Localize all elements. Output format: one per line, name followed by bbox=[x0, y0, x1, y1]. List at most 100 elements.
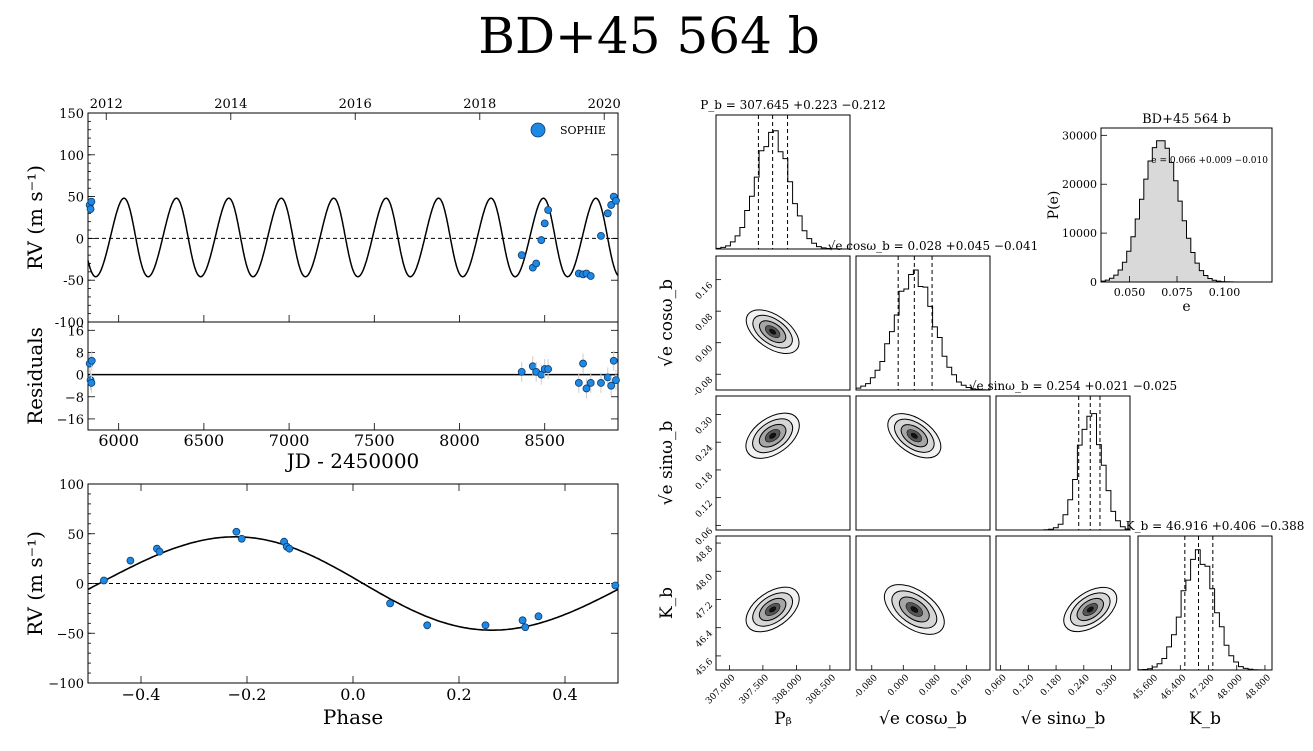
rv-ylabel: RV (m s⁻¹) bbox=[23, 165, 47, 270]
ecc-xtick-label: 0.050 bbox=[1114, 286, 1146, 299]
phased-rv-panel: −100 −50 0 50 100 −0.4 −0.2 0.0 0.2 0.4 RV (m s⁻¹)… bbox=[23, 478, 620, 729]
rv-ytick-label: -50 bbox=[63, 274, 84, 289]
phase-xtick-label: −0.4 bbox=[122, 685, 161, 704]
phase-xtick-label: −0.2 bbox=[228, 685, 267, 704]
rv-ytick-label: 150 bbox=[59, 107, 84, 122]
corner-ytick-label: 0.24 bbox=[694, 443, 715, 464]
corner-xtick-label: 48.000 bbox=[1216, 673, 1246, 703]
corner-2d-frame bbox=[715, 395, 851, 531]
phase-ytick-label: −50 bbox=[57, 627, 84, 642]
corner-title-K_b: K_b = 46.916 +0.406 −0.388 bbox=[1126, 519, 1305, 533]
resid-data-point bbox=[597, 379, 605, 387]
resid-xtick-label: 7000 bbox=[269, 431, 310, 450]
phase-data-point bbox=[386, 599, 395, 608]
corner-xlabel-sqrt_e_cos_w: √e cosω_b bbox=[879, 709, 967, 729]
phase-data-point bbox=[155, 547, 164, 556]
phase-data-point bbox=[285, 544, 294, 553]
corner-contour-level bbox=[769, 606, 777, 613]
corner-plot: P_b = 307.645 +0.223 −0.212 √e cosω_b = 0… bbox=[657, 98, 1304, 729]
phase-data-point bbox=[521, 623, 530, 632]
phase-ylabel: RV (m s⁻¹) bbox=[23, 531, 47, 636]
corner-xtick-label: 0.240 bbox=[1067, 673, 1092, 698]
corner-title-sqrt_e_sin_w: √e sinω_b = 0.254 +0.021 −0.025 bbox=[969, 379, 1177, 393]
rv-data-point bbox=[532, 259, 541, 268]
rv-data-point bbox=[597, 231, 605, 240]
ecc-axes-frame bbox=[1100, 127, 1273, 283]
rv-data-point bbox=[603, 209, 612, 218]
resid-data-point bbox=[579, 359, 587, 368]
corner-xtick-label: 0.160 bbox=[949, 673, 974, 698]
rv-ytick-label: -100 bbox=[55, 316, 84, 331]
corner-histogram-sqrt_e_sin_w bbox=[996, 413, 1131, 531]
legend-marker bbox=[530, 122, 546, 138]
resid-xtick-label: 8500 bbox=[524, 431, 565, 450]
rv-model-curve bbox=[87, 197, 619, 278]
rv-top-year-label: 2016 bbox=[339, 97, 372, 112]
corner-ytick-label: 45.6 bbox=[694, 657, 715, 678]
phase-data-point bbox=[237, 534, 246, 543]
resid-data-point bbox=[586, 379, 595, 387]
phase-model-curve bbox=[87, 536, 619, 631]
legend-label: SOPHIE bbox=[560, 124, 606, 137]
rv-top-year-label: 2020 bbox=[588, 97, 621, 112]
phase-data-point bbox=[232, 527, 241, 536]
corner-2d-frame bbox=[855, 395, 991, 531]
corner-xtick-label: 308.500 bbox=[805, 673, 839, 707]
rv-ytick-label: 100 bbox=[59, 149, 84, 164]
corner-histogram-K_b bbox=[1137, 549, 1272, 671]
rv-top-year-label: 2014 bbox=[214, 97, 247, 112]
resid-ytick-label: 8 bbox=[76, 346, 84, 361]
corner-xtick-label: 45.600 bbox=[1131, 673, 1161, 703]
corner-xtick-label: 0.180 bbox=[1039, 673, 1064, 698]
rv-data-point bbox=[586, 272, 595, 280]
resid-data-point bbox=[612, 376, 620, 385]
phase-data-point bbox=[423, 621, 432, 630]
corner-xtick-label: 0.060 bbox=[983, 673, 1008, 698]
corner-contour-level bbox=[1086, 606, 1094, 613]
corner-xtick-label: 0.120 bbox=[1011, 673, 1036, 698]
corner-ylabel-sqrt_e_sin_w: √e sinω_b bbox=[657, 421, 677, 506]
resid-ytick-label: −8 bbox=[65, 391, 84, 406]
rv-data-point bbox=[87, 197, 96, 206]
corner-ylabel-K_b: K_b bbox=[657, 587, 677, 619]
corner-xlabel-sqrt_e_sin_w: √e sinω_b bbox=[1021, 709, 1106, 729]
rv-data-point bbox=[612, 196, 620, 205]
resid-xlabel: JD - 2450000 bbox=[285, 449, 420, 473]
rv-data-point bbox=[86, 205, 95, 214]
ecc-title: BD+45 564 b bbox=[1142, 112, 1231, 127]
resid-xtick-label: 8000 bbox=[439, 431, 480, 450]
resid-data-point bbox=[87, 379, 96, 387]
corner-xtick-label: 307.500 bbox=[738, 673, 772, 707]
resid-data-point bbox=[574, 379, 583, 387]
corner-ytick-label: 0.08 bbox=[694, 312, 715, 333]
corner-2d-frame bbox=[715, 535, 851, 671]
corner-xtick-label: -0.080 bbox=[852, 673, 880, 701]
rv-time-series-panel: -100 -50 0 50 100 150 2012 2014 2016 2018 2020 SOPH… bbox=[23, 97, 621, 331]
ecc-xtick-label: 0.100 bbox=[1209, 286, 1241, 299]
resid-ytick-label: 16 bbox=[67, 324, 84, 339]
resid-ylabel: Residuals bbox=[23, 327, 47, 425]
phase-xtick-label: 0.0 bbox=[340, 685, 365, 704]
corner-ytick-label: 0.06 bbox=[694, 526, 715, 547]
ecc-ytick-label: 0 bbox=[1090, 276, 1097, 289]
resid-ytick-label: 0 bbox=[76, 369, 84, 384]
ecc-ytick-label: 10000 bbox=[1062, 227, 1097, 240]
corner-xtick-label: 0.000 bbox=[886, 673, 911, 698]
corner-ytick-label: 0.12 bbox=[694, 499, 715, 520]
phase-ytick-label: 0 bbox=[76, 578, 84, 593]
ecc-ytick-label: 20000 bbox=[1062, 178, 1097, 191]
resid-data-point bbox=[517, 367, 526, 376]
rv-top-year-label: 2018 bbox=[463, 97, 496, 112]
rv-data-point bbox=[517, 251, 526, 260]
corner-2d-frame bbox=[855, 535, 991, 671]
corner-histogram-sqrt_e_cos_w bbox=[855, 269, 991, 391]
corner-contour-level bbox=[910, 606, 919, 613]
corner-ytick-label: 0.30 bbox=[694, 415, 715, 436]
corner-xtick-label: 0.300 bbox=[1094, 673, 1119, 698]
corner-xtick-label: 307.000 bbox=[704, 673, 738, 707]
resid-data-point bbox=[544, 365, 553, 373]
rv-ytick-label: 50 bbox=[67, 191, 84, 206]
rv-ytick-label: 0 bbox=[76, 232, 84, 247]
corner-xtick-label: 0.080 bbox=[918, 673, 943, 698]
